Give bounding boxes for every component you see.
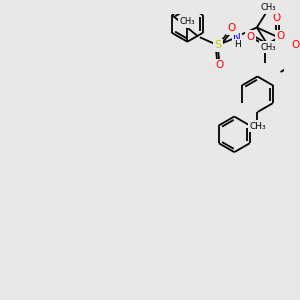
Text: O: O: [272, 14, 281, 23]
Text: N: N: [233, 33, 241, 43]
Text: CH₃: CH₃: [180, 17, 195, 26]
Text: O: O: [292, 40, 300, 50]
Text: O: O: [276, 32, 285, 41]
Text: S: S: [214, 40, 221, 50]
Text: CH₃: CH₃: [261, 3, 276, 12]
Text: O: O: [227, 23, 235, 33]
Text: H: H: [234, 40, 241, 49]
Text: O: O: [246, 32, 255, 42]
Text: CH₃: CH₃: [249, 122, 266, 131]
Text: CH₃: CH₃: [261, 43, 276, 52]
Text: O: O: [215, 60, 223, 70]
